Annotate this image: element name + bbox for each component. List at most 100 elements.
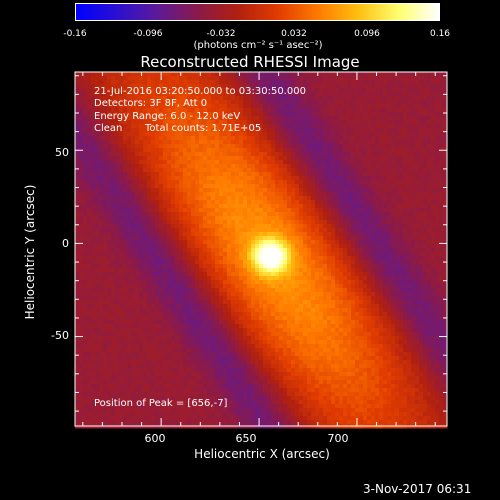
heatmap-pixel — [347, 180, 352, 185]
heatmap-pixel — [259, 272, 264, 277]
heatmap-pixel — [199, 80, 204, 85]
heatmap-pixel — [167, 92, 172, 97]
heatmap-pixel — [151, 196, 156, 201]
heatmap-pixel — [331, 104, 336, 109]
heatmap-pixel — [423, 80, 428, 85]
heatmap-pixel — [367, 208, 372, 213]
heatmap-pixel — [395, 164, 400, 169]
heatmap-pixel — [403, 216, 408, 221]
heatmap-pixel — [375, 76, 380, 81]
heatmap-pixel — [251, 188, 256, 193]
heatmap-pixel — [383, 108, 388, 113]
heatmap-pixel — [187, 116, 192, 121]
heatmap-pixel — [123, 208, 128, 213]
heatmap-pixel — [131, 212, 136, 217]
heatmap-pixel — [267, 92, 272, 97]
heatmap-pixel — [219, 80, 224, 85]
heatmap-pixel — [247, 224, 252, 229]
heatmap-pixel — [319, 96, 324, 101]
heatmap-pixel — [439, 136, 444, 141]
heatmap-pixel — [427, 256, 432, 261]
heatmap-pixel — [351, 220, 356, 225]
heatmap-pixel — [223, 104, 228, 109]
heatmap-pixel — [123, 76, 128, 81]
heatmap-pixel — [179, 88, 184, 93]
heatmap-pixel — [311, 120, 316, 125]
heatmap-pixel — [335, 240, 340, 245]
heatmap-pixel — [215, 140, 220, 145]
heatmap-pixel — [107, 260, 112, 265]
heatmap-pixel — [427, 228, 432, 233]
heatmap-pixel — [103, 132, 108, 137]
heatmap-pixel — [143, 184, 148, 189]
heatmap-pixel — [271, 160, 276, 165]
heatmap-pixel — [347, 160, 352, 165]
heatmap-pixel — [351, 152, 356, 157]
heatmap-pixel — [123, 112, 128, 117]
heatmap-pixel — [303, 116, 308, 121]
heatmap-pixel — [415, 144, 420, 149]
heatmap-pixel — [95, 196, 100, 201]
heatmap-pixel — [267, 112, 272, 117]
heatmap-pixel — [199, 256, 204, 261]
heatmap-pixel — [235, 152, 240, 157]
heatmap-pixel — [431, 236, 436, 241]
heatmap-pixel — [283, 104, 288, 109]
heatmap-pixel — [115, 200, 120, 205]
heatmap-pixel — [99, 256, 104, 261]
heatmap-pixel — [299, 72, 304, 77]
heatmap-pixel — [299, 204, 304, 209]
heatmap-pixel — [123, 80, 128, 85]
heatmap-pixel — [183, 164, 188, 169]
heatmap-pixel — [115, 204, 120, 209]
heatmap-pixel — [163, 136, 168, 141]
heatmap-pixel — [359, 180, 364, 185]
heatmap-pixel — [95, 244, 100, 249]
heatmap-pixel — [387, 128, 392, 133]
heatmap-pixel — [403, 136, 408, 141]
heatmap-pixel — [311, 96, 316, 101]
heatmap-pixel — [271, 284, 276, 289]
heatmap-pixel — [291, 184, 296, 189]
heatmap-pixel — [151, 108, 156, 113]
heatmap-pixel — [75, 176, 80, 181]
heatmap-pixel — [143, 180, 148, 185]
heatmap-pixel — [387, 212, 392, 217]
heatmap-pixel — [387, 140, 392, 145]
heatmap-pixel — [327, 180, 332, 185]
heatmap-pixel — [171, 240, 176, 245]
heatmap-pixel — [307, 84, 312, 89]
heatmap-pixel — [91, 184, 96, 189]
heatmap-pixel — [431, 160, 436, 165]
heatmap-pixel — [111, 156, 116, 161]
heatmap-pixel — [259, 116, 264, 121]
heatmap-pixel — [95, 128, 100, 133]
heatmap-pixel — [155, 232, 160, 237]
heatmap-pixel — [343, 284, 348, 289]
heatmap-pixel — [359, 248, 364, 253]
heatmap-pixel — [411, 252, 416, 257]
heatmap-pixel — [155, 280, 160, 285]
heatmap-pixel — [139, 264, 144, 269]
heatmap-pixel — [375, 208, 380, 213]
heatmap-pixel — [139, 228, 144, 233]
heatmap-pixel — [179, 96, 184, 101]
heatmap-pixel — [79, 256, 84, 261]
heatmap-pixel — [343, 208, 348, 213]
heatmap-pixel — [191, 144, 196, 149]
heatmap-pixel — [435, 80, 440, 85]
heatmap-pixel — [335, 140, 340, 145]
heatmap-pixel — [415, 264, 420, 269]
heatmap-pixel — [307, 104, 312, 109]
heatmap-pixel — [343, 196, 348, 201]
heatmap-pixel — [95, 236, 100, 241]
heatmap-pixel — [387, 232, 392, 237]
heatmap-pixel — [243, 184, 248, 189]
heatmap-pixel — [375, 268, 380, 273]
heatmap-pixel — [151, 164, 156, 169]
heatmap-pixel — [443, 80, 448, 85]
heatmap-pixel — [99, 136, 104, 141]
heatmap-pixel — [171, 144, 176, 149]
heatmap-pixel — [359, 168, 364, 173]
heatmap-pixel — [379, 76, 384, 81]
